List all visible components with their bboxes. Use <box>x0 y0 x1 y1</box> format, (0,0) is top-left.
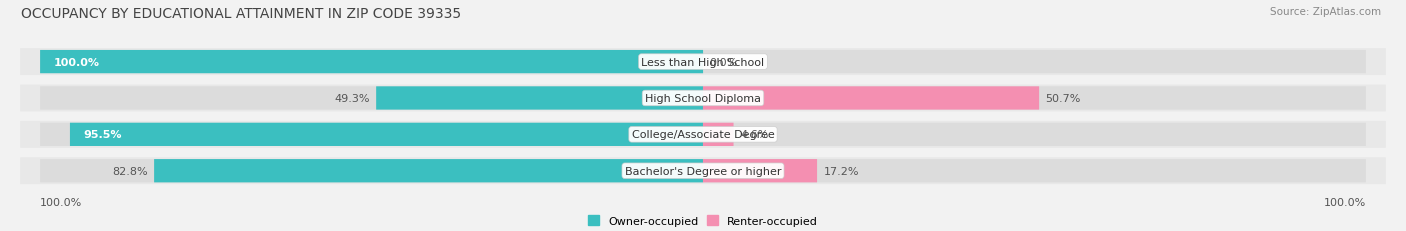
Text: 82.8%: 82.8% <box>112 166 148 176</box>
Text: 100.0%: 100.0% <box>53 57 100 67</box>
FancyBboxPatch shape <box>41 87 1365 110</box>
Text: College/Associate Degree: College/Associate Degree <box>631 130 775 140</box>
FancyBboxPatch shape <box>41 159 1365 182</box>
Text: 49.3%: 49.3% <box>335 94 370 103</box>
Text: 17.2%: 17.2% <box>824 166 859 176</box>
FancyBboxPatch shape <box>41 51 1365 74</box>
FancyBboxPatch shape <box>70 123 703 146</box>
FancyBboxPatch shape <box>155 159 703 182</box>
FancyBboxPatch shape <box>41 51 703 74</box>
Text: 0.0%: 0.0% <box>710 57 738 67</box>
Text: Less than High School: Less than High School <box>641 57 765 67</box>
Text: 100.0%: 100.0% <box>41 197 83 207</box>
Text: 95.5%: 95.5% <box>83 130 122 140</box>
FancyBboxPatch shape <box>703 87 1039 110</box>
FancyBboxPatch shape <box>703 123 734 146</box>
FancyBboxPatch shape <box>377 87 703 110</box>
Text: OCCUPANCY BY EDUCATIONAL ATTAINMENT IN ZIP CODE 39335: OCCUPANCY BY EDUCATIONAL ATTAINMENT IN Z… <box>21 7 461 21</box>
Text: High School Diploma: High School Diploma <box>645 94 761 103</box>
Text: Bachelor's Degree or higher: Bachelor's Degree or higher <box>624 166 782 176</box>
Text: 50.7%: 50.7% <box>1046 94 1081 103</box>
FancyBboxPatch shape <box>20 158 1386 184</box>
Text: 4.6%: 4.6% <box>740 130 769 140</box>
FancyBboxPatch shape <box>20 85 1386 112</box>
Text: 100.0%: 100.0% <box>1323 197 1365 207</box>
FancyBboxPatch shape <box>41 123 1365 146</box>
Legend: Owner-occupied, Renter-occupied: Owner-occupied, Renter-occupied <box>588 216 818 226</box>
FancyBboxPatch shape <box>20 49 1386 76</box>
FancyBboxPatch shape <box>20 121 1386 148</box>
Text: Source: ZipAtlas.com: Source: ZipAtlas.com <box>1270 7 1381 17</box>
FancyBboxPatch shape <box>703 159 817 182</box>
